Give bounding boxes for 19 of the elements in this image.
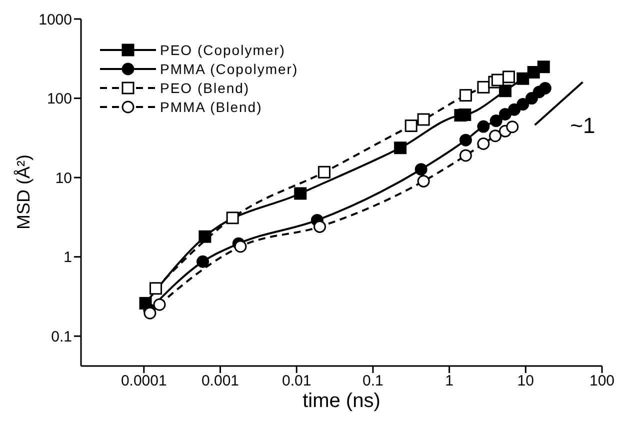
legend-label: PEO (Blend) <box>160 80 250 96</box>
y-tick-label: 10 <box>55 170 72 187</box>
x-tick-label: 0.01 <box>282 372 312 390</box>
x-tick-label: 100 <box>589 372 615 390</box>
legend-label: PEO (Copolymer) <box>160 42 286 58</box>
x-tick-label: 0.001 <box>201 372 240 390</box>
legend-label: PMMA (Blend) <box>160 98 262 114</box>
x-tick-label: 0.0001 <box>120 372 167 390</box>
y-tick-label: 1 <box>64 249 72 266</box>
y-axis-title: MSD (Å²) <box>14 154 34 230</box>
y-tick-label: 100 <box>46 90 72 108</box>
x-tick-label: 10 <box>517 372 534 390</box>
y-tick-label: 0.1 <box>51 328 72 346</box>
legend-label: PMMA (Copolymer) <box>160 60 298 76</box>
y-tick-label: 1000 <box>38 11 72 28</box>
x-tick-label: 0.1 <box>362 372 384 390</box>
annotation: ~1 <box>570 112 596 138</box>
x-tick-label: 1 <box>445 372 454 390</box>
x-axis-title: time (ns) <box>302 390 382 413</box>
